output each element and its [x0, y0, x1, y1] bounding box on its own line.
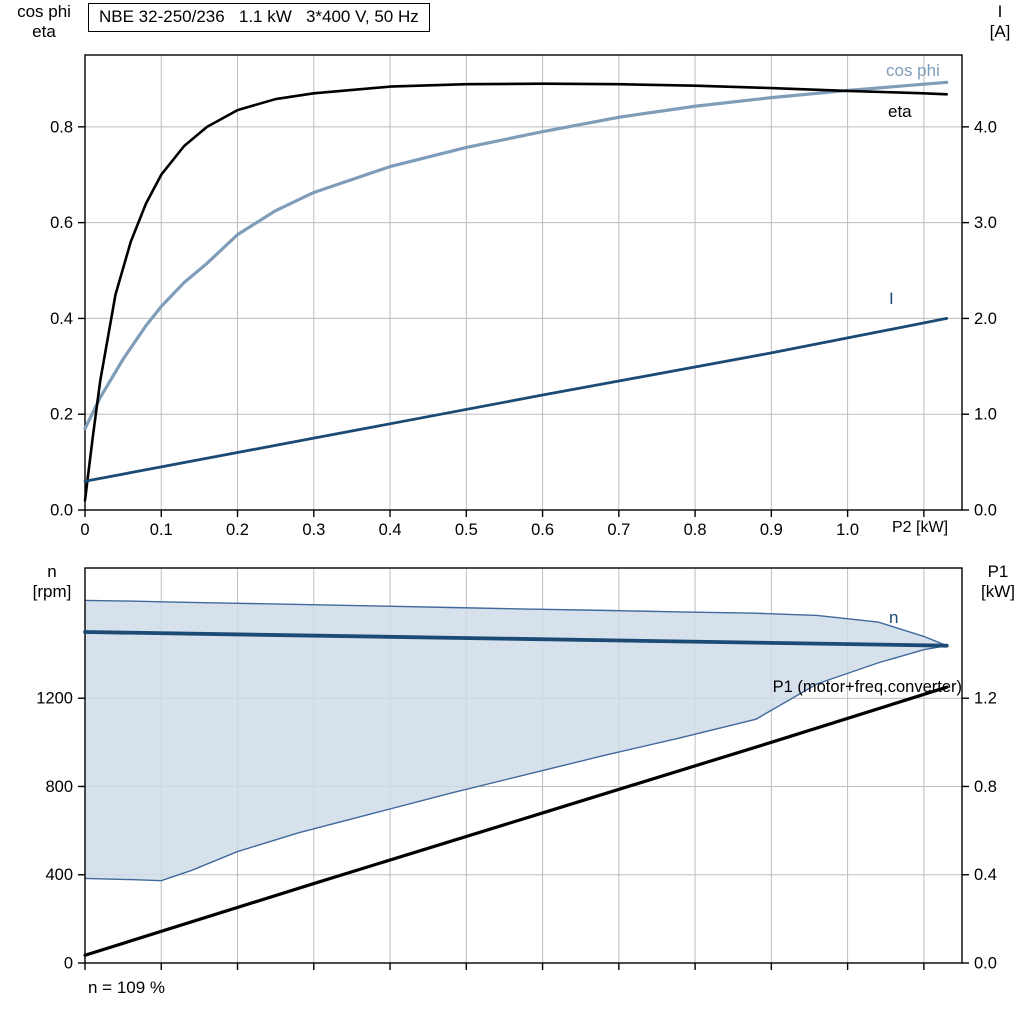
curve-label-eta: eta — [888, 102, 912, 121]
y-tick-label-left: 400 — [45, 866, 73, 884]
axis-title-p1-unit: [kW] — [981, 582, 1015, 602]
speed-range-band — [85, 600, 947, 881]
x-tick-label: 0.8 — [684, 521, 707, 539]
y-tick-label-right: 1.0 — [974, 406, 997, 424]
x-tick-label: 0.2 — [226, 521, 249, 539]
x-tick-label: 0.7 — [607, 521, 630, 539]
axis-title-current-unit: [A] — [989, 22, 1011, 42]
y-tick-label-left: 800 — [45, 778, 73, 796]
y-tick-label-left: 0.0 — [50, 502, 73, 520]
axis-title-current: I — [997, 2, 1003, 21]
y-tick-label-right: 2.0 — [974, 310, 997, 328]
top-left-axis-title: cos phi eta — [4, 2, 84, 42]
y-tick-label-left: 0.4 — [50, 310, 73, 328]
x-tick-label: 0.5 — [455, 521, 478, 539]
plot-frame — [84, 567, 963, 964]
curve-label-current: I — [889, 289, 894, 308]
y-tick-label-right: 0.0 — [974, 955, 997, 973]
series-cos-phi — [83, 80, 949, 431]
series-n — [83, 630, 949, 648]
y-tick-label-left: 0.8 — [50, 118, 73, 136]
x-tick-label: 0.9 — [760, 521, 783, 539]
y-tick-label-right: 4.0 — [974, 118, 997, 136]
x-tick-label: 0.6 — [531, 521, 554, 539]
series-p1-motor-freq-converter- — [83, 685, 949, 957]
speed-percentage-note: n = 109 % — [88, 978, 166, 997]
bottom-left-axis-title: n [rpm] — [20, 562, 84, 602]
plot-frame — [84, 54, 963, 511]
x-tick-label: 0 — [80, 521, 89, 539]
curve-label-cos-phi: cos phi — [886, 61, 940, 80]
bottom-right-axis-title: P1 [kW] — [974, 562, 1022, 602]
curve-label-p1: P1 (motor+freq.converter) — [772, 678, 962, 696]
y-tick-label-right: 1.2 — [974, 690, 997, 708]
axis-title-p1: P1 — [987, 562, 1009, 581]
x-tick-label: 1.0 — [836, 521, 859, 539]
y-tick-label-right: 0.8 — [974, 778, 997, 796]
axis-title-speed: n — [47, 562, 57, 581]
y-tick-label-right: 0.0 — [974, 502, 997, 520]
y-tick-label-left: 0 — [64, 955, 73, 973]
axis-title-cos-phi: cos phi — [17, 2, 71, 21]
speed-range-band-upper-edge — [84, 599, 948, 647]
curve-label-speed: n — [889, 608, 899, 627]
y-tick-label-left: 0.6 — [50, 214, 73, 232]
axis-title-speed-unit: [rpm] — [32, 582, 72, 602]
x-tick-label: 0.3 — [302, 521, 325, 539]
series-eta — [83, 82, 949, 502]
x-tick-label: 0.1 — [150, 521, 173, 539]
x-axis-label: P2 [kW] — [892, 519, 949, 536]
speed-range-band-lower-edge — [84, 644, 947, 882]
y-tick-label-left: 1200 — [36, 690, 73, 708]
top-right-axis-title: I [A] — [978, 2, 1022, 42]
x-tick-label: 0.4 — [379, 521, 402, 539]
y-tick-label-left: 0.2 — [50, 406, 73, 424]
y-tick-label-right: 3.0 — [974, 214, 997, 232]
series-i — [83, 317, 949, 483]
y-tick-label-right: 0.4 — [974, 866, 997, 884]
pump-title-box: NBE 32-250/236 1.1 kW 3*400 V, 50 Hz — [88, 3, 430, 32]
axis-title-eta: eta — [32, 22, 56, 42]
